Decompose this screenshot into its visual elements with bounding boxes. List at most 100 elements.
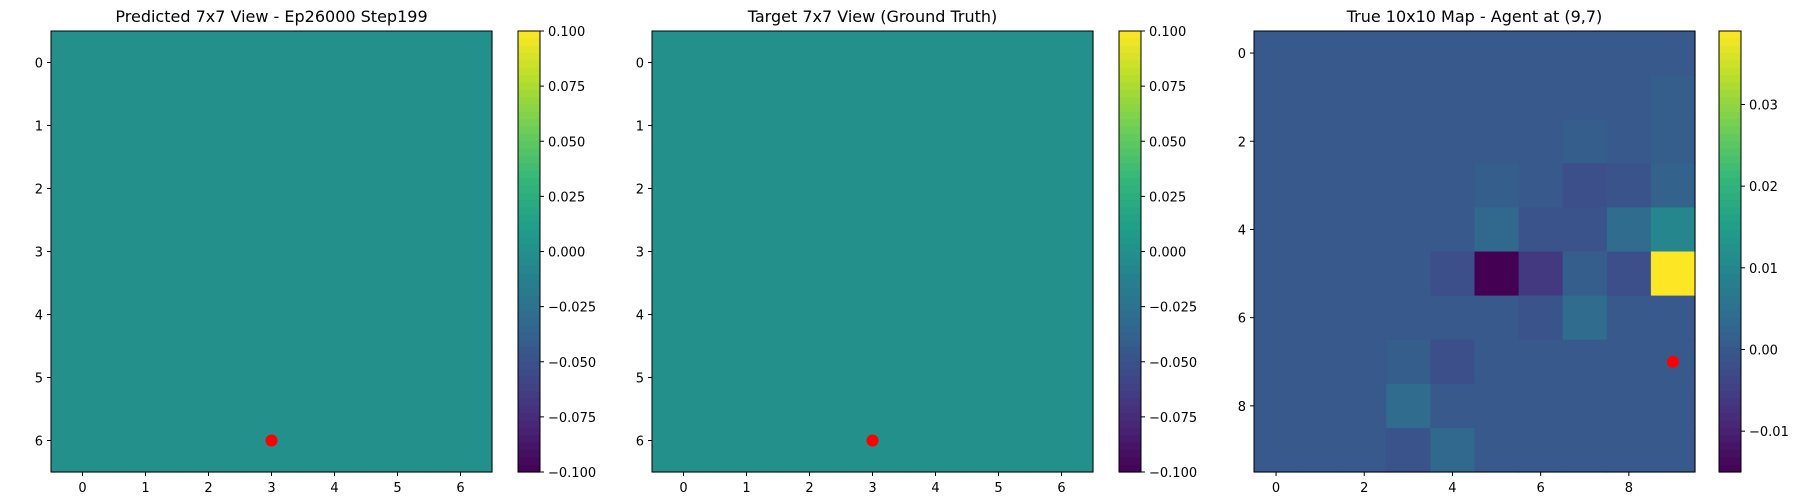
- colorbar-segment: [1119, 141, 1141, 150]
- colorbar-segment: [1119, 229, 1141, 238]
- x-tick-label: 2: [1360, 481, 1368, 496]
- colorbar-segment: [518, 148, 540, 157]
- heatmap-cell: [967, 283, 1031, 347]
- heatmap-cell: [841, 346, 905, 410]
- colorbar-segment: [1119, 207, 1141, 216]
- colorbar-segment: [1119, 435, 1141, 444]
- heatmap-cell: [778, 31, 842, 95]
- colorbar-segment: [1719, 457, 1741, 466]
- x-tick-label: 2: [805, 481, 813, 496]
- colorbar-segment: [518, 427, 540, 436]
- heatmap-cell: [1298, 295, 1343, 341]
- heatmap-cell: [1518, 163, 1564, 208]
- heatmap-cell: [778, 94, 842, 158]
- heatmap-cell: [904, 31, 968, 95]
- heatmap-cell: [1562, 119, 1608, 164]
- heatmap-cell: [366, 94, 430, 158]
- colorbar-segment: [518, 170, 540, 179]
- colorbar-segment: [1119, 89, 1141, 98]
- heatmap-cell: [1254, 339, 1299, 385]
- heatmap-cell: [51, 283, 115, 347]
- heatmap-cell: [1254, 207, 1299, 253]
- colorbar-segment: [518, 266, 540, 275]
- colorbar-segment: [1119, 222, 1141, 231]
- heatmap-cell: [778, 157, 842, 221]
- heatmap-cell: [904, 283, 968, 347]
- heatmap-cell: [1606, 119, 1652, 164]
- heatmap-cell: [1342, 383, 1387, 429]
- x-tick-label: 4: [1448, 481, 1456, 496]
- heatmap-cell: [1030, 409, 1094, 473]
- heatmap-cell: [429, 31, 493, 95]
- colorbar-segment: [1719, 155, 1741, 164]
- colorbar-segment: [518, 155, 540, 164]
- heatmap-cell: [1298, 75, 1343, 120]
- heatmap-cell: [1430, 383, 1476, 429]
- colorbar-segment: [1719, 244, 1741, 253]
- colorbar-segment: [1119, 442, 1141, 451]
- heatmap-cell: [1342, 295, 1387, 341]
- colorbar-tick-label: 0.075: [548, 80, 585, 95]
- heatmap-cell: [1562, 427, 1608, 473]
- heatmap-cell: [114, 31, 178, 95]
- colorbar-segment: [518, 111, 540, 120]
- colorbar-segment: [518, 207, 540, 216]
- heatmap-cell: [1518, 295, 1564, 341]
- heatmap-cell: [1030, 283, 1094, 347]
- heatmap-cell: [429, 409, 493, 473]
- colorbar-segment: [1719, 295, 1741, 304]
- heatmap-cell: [967, 94, 1031, 158]
- heatmap-cell: [1430, 207, 1476, 253]
- heatmap-cell: [366, 31, 430, 95]
- heatmap-cell: [1430, 295, 1476, 341]
- colorbar-segment: [1719, 97, 1741, 106]
- colorbar-segment: [1719, 133, 1741, 142]
- x-tick-label: 3: [267, 481, 275, 496]
- heatmap-cell: [1386, 31, 1431, 76]
- colorbar-segment: [1719, 449, 1741, 458]
- heatmap-cell: [1342, 207, 1387, 253]
- colorbar-segment: [518, 185, 540, 194]
- heatmap-cell: [1342, 339, 1387, 385]
- colorbar-segment: [1719, 369, 1741, 378]
- heatmap-cell: [1606, 295, 1652, 341]
- heatmap-cell: [114, 157, 178, 221]
- heatmap-cell: [1342, 75, 1387, 120]
- colorbar-segment: [518, 97, 540, 106]
- colorbar-segment: [1119, 347, 1141, 355]
- colorbar-tick-label: 0.02: [1749, 180, 1778, 195]
- heatmap-cell: [1298, 207, 1343, 253]
- heatmap-cell: [652, 283, 716, 347]
- agent-marker: [1666, 355, 1679, 368]
- y-tick-label: 5: [636, 372, 644, 387]
- heatmap-cell: [1430, 31, 1476, 76]
- colorbar-segment: [1719, 170, 1741, 179]
- colorbar-segment: [1719, 266, 1741, 275]
- colorbar-segment: [1119, 60, 1141, 69]
- colorbar-segment: [518, 332, 540, 341]
- colorbar-segment: [1119, 163, 1141, 172]
- colorbar-tick-label: 0.075: [1149, 80, 1186, 95]
- y-tick-label: 8: [1238, 400, 1246, 415]
- colorbar-segment: [518, 361, 540, 370]
- x-tick-label: 3: [868, 481, 876, 496]
- colorbar-segment: [1719, 111, 1741, 120]
- heatmap-cell: [1386, 251, 1431, 297]
- colorbar-segment: [518, 464, 540, 473]
- colorbar-segment: [1119, 258, 1141, 267]
- heatmap-cell: [1342, 119, 1387, 164]
- colorbar-segment: [1719, 427, 1741, 436]
- colorbar-segment: [518, 288, 540, 297]
- panel-target-view: Target 7x7 View (Ground Truth) 0 1 2 3 4 5 6 0 1…: [636, 7, 1197, 496]
- heatmap-cell: [1562, 339, 1608, 385]
- heatmap-cell: [652, 346, 716, 410]
- colorbar-segment: [1719, 398, 1741, 407]
- colorbar-segment: [518, 295, 540, 304]
- heatmap-cell: [904, 409, 968, 473]
- heatmap-cell: [778, 283, 842, 347]
- colorbar-segment: [1719, 442, 1741, 451]
- colorbar-segment: [1119, 317, 1141, 326]
- colorbar-segment: [1119, 295, 1141, 304]
- heatmap-cell: [1650, 427, 1696, 473]
